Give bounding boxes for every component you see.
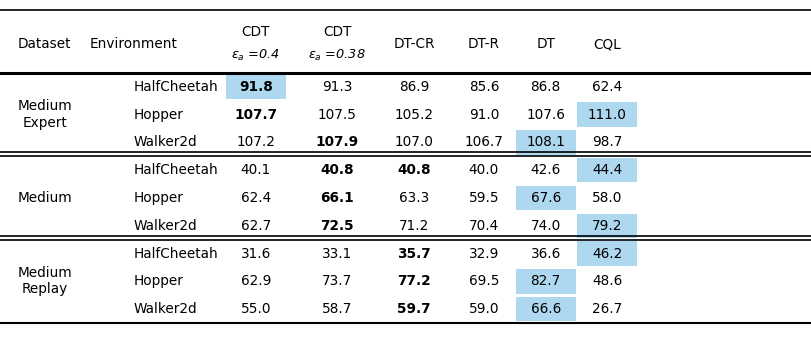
Text: 86.8: 86.8 — [530, 80, 560, 94]
Text: Hopper: Hopper — [134, 107, 183, 122]
Text: Walker2d: Walker2d — [134, 302, 197, 316]
Text: Hopper: Hopper — [134, 274, 183, 288]
Text: 55.0: 55.0 — [240, 302, 271, 316]
Text: 35.7: 35.7 — [397, 246, 431, 261]
Text: HalfCheetah: HalfCheetah — [134, 163, 218, 177]
Text: 74.0: 74.0 — [530, 219, 560, 233]
Text: HalfCheetah: HalfCheetah — [134, 246, 218, 261]
Text: 48.6: 48.6 — [591, 274, 622, 288]
Text: 40.0: 40.0 — [468, 163, 499, 177]
Text: 33.1: 33.1 — [321, 246, 352, 261]
Text: DT-CR: DT-CR — [393, 37, 435, 51]
Text: Medium
Replay: Medium Replay — [17, 266, 72, 297]
Text: Hopper: Hopper — [134, 191, 183, 205]
FancyBboxPatch shape — [515, 269, 575, 294]
Text: 107.9: 107.9 — [315, 135, 358, 149]
Text: 62.7: 62.7 — [240, 219, 271, 233]
Text: 31.6: 31.6 — [240, 246, 271, 261]
Text: 40.1: 40.1 — [240, 163, 271, 177]
Text: 105.2: 105.2 — [394, 107, 433, 122]
Text: 46.2: 46.2 — [591, 246, 622, 261]
Text: 66.1: 66.1 — [320, 191, 354, 205]
Text: CDT: CDT — [242, 25, 269, 39]
FancyBboxPatch shape — [515, 130, 575, 155]
Text: Environment: Environment — [90, 37, 178, 51]
Text: CDT: CDT — [323, 25, 350, 39]
Text: 40.8: 40.8 — [320, 163, 354, 177]
Text: 77.2: 77.2 — [397, 274, 431, 288]
Text: 36.6: 36.6 — [530, 246, 560, 261]
Text: Dataset: Dataset — [18, 37, 71, 51]
Text: 107.7: 107.7 — [234, 107, 277, 122]
Text: 59.5: 59.5 — [468, 191, 499, 205]
Text: 69.5: 69.5 — [468, 274, 499, 288]
Text: 91.0: 91.0 — [468, 107, 499, 122]
FancyBboxPatch shape — [577, 241, 637, 266]
Text: 63.3: 63.3 — [398, 191, 429, 205]
Text: 62.4: 62.4 — [591, 80, 622, 94]
Text: 107.5: 107.5 — [317, 107, 356, 122]
Text: 91.3: 91.3 — [321, 80, 352, 94]
Text: Medium
Expert: Medium Expert — [17, 99, 72, 130]
Text: 111.0: 111.0 — [587, 107, 626, 122]
Text: 73.7: 73.7 — [321, 274, 352, 288]
FancyBboxPatch shape — [577, 214, 637, 238]
Text: $\varepsilon_a$ =0.38: $\varepsilon_a$ =0.38 — [307, 48, 366, 63]
Text: 58.7: 58.7 — [321, 302, 352, 316]
Text: 62.4: 62.4 — [240, 191, 271, 205]
Text: HalfCheetah: HalfCheetah — [134, 80, 218, 94]
FancyBboxPatch shape — [577, 102, 637, 127]
FancyBboxPatch shape — [577, 158, 637, 182]
Text: CQL: CQL — [593, 37, 620, 51]
Text: 107.6: 107.6 — [526, 107, 564, 122]
Text: 107.2: 107.2 — [236, 135, 275, 149]
Text: 44.4: 44.4 — [591, 163, 622, 177]
Text: $\varepsilon_a$ =0.4: $\varepsilon_a$ =0.4 — [231, 48, 280, 63]
Text: DT-R: DT-R — [467, 37, 500, 51]
Text: 26.7: 26.7 — [591, 302, 622, 316]
Text: 71.2: 71.2 — [398, 219, 429, 233]
Text: 62.9: 62.9 — [240, 274, 271, 288]
Text: 58.0: 58.0 — [591, 191, 622, 205]
Text: 98.7: 98.7 — [591, 135, 622, 149]
FancyBboxPatch shape — [515, 186, 575, 210]
Text: 107.0: 107.0 — [394, 135, 433, 149]
Text: 72.5: 72.5 — [320, 219, 354, 233]
Text: 32.9: 32.9 — [468, 246, 499, 261]
Text: Walker2d: Walker2d — [134, 135, 197, 149]
Text: 91.8: 91.8 — [238, 80, 272, 94]
Text: 106.7: 106.7 — [464, 135, 503, 149]
FancyBboxPatch shape — [225, 75, 285, 99]
Text: Medium: Medium — [17, 191, 72, 205]
Text: 59.0: 59.0 — [468, 302, 499, 316]
Text: 67.6: 67.6 — [530, 191, 560, 205]
Text: 40.8: 40.8 — [397, 163, 431, 177]
Text: 59.7: 59.7 — [397, 302, 431, 316]
Text: 85.6: 85.6 — [468, 80, 499, 94]
Text: Walker2d: Walker2d — [134, 219, 197, 233]
Text: 66.6: 66.6 — [530, 302, 560, 316]
Text: 42.6: 42.6 — [530, 163, 560, 177]
Text: 70.4: 70.4 — [468, 219, 499, 233]
Text: 108.1: 108.1 — [526, 135, 564, 149]
Text: 86.9: 86.9 — [398, 80, 429, 94]
FancyBboxPatch shape — [515, 297, 575, 321]
Text: 82.7: 82.7 — [530, 274, 560, 288]
Text: 79.2: 79.2 — [591, 219, 622, 233]
Text: DT: DT — [535, 37, 555, 51]
